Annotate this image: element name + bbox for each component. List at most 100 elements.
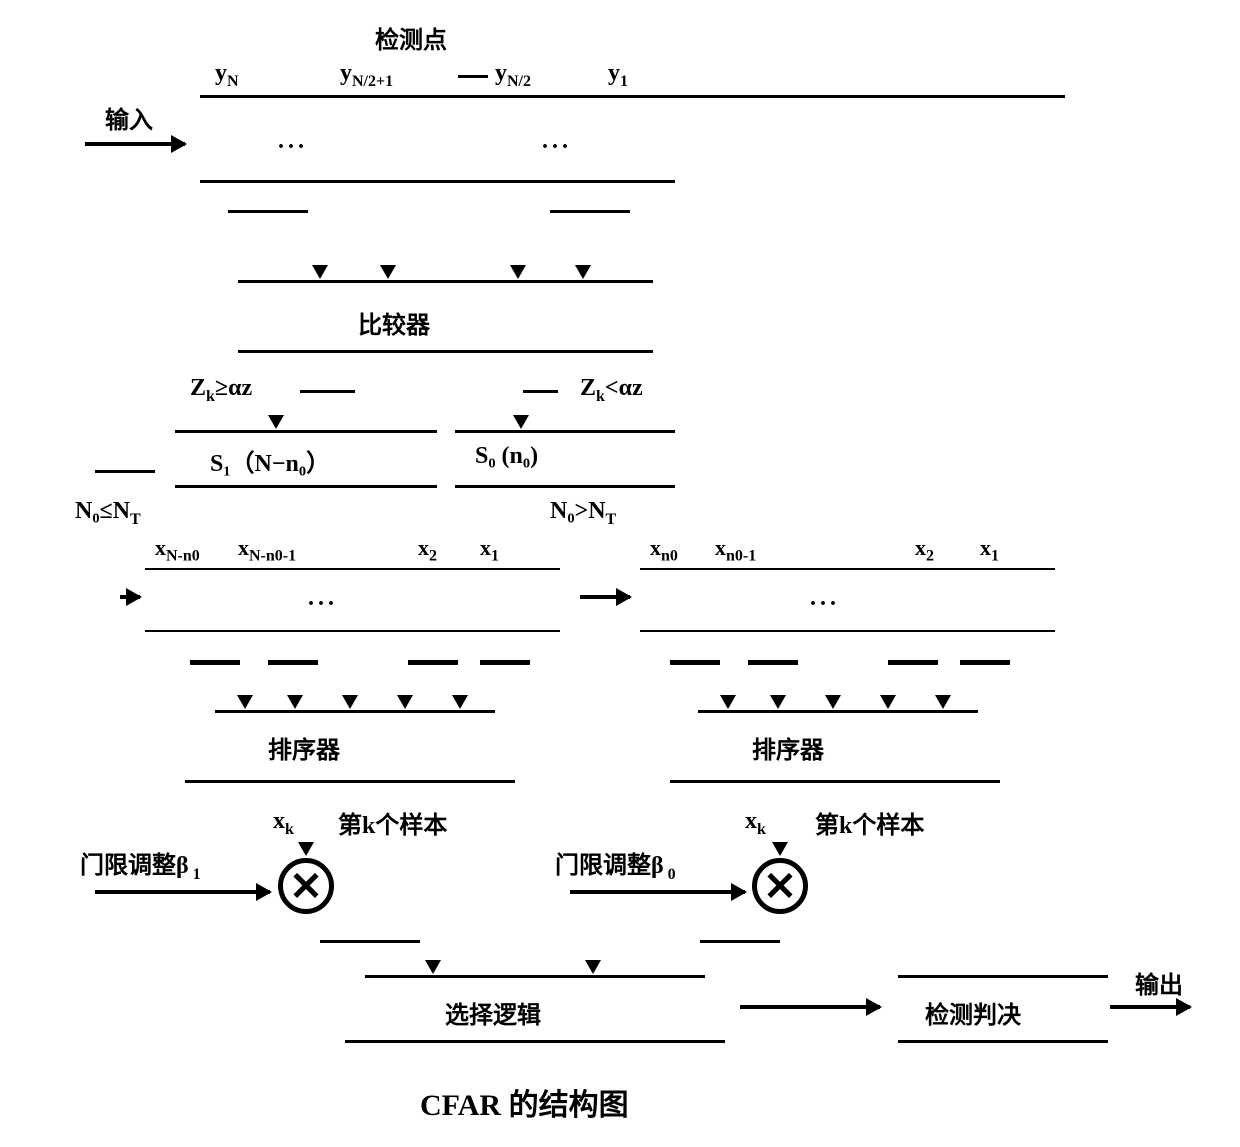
top-reg-right-line bbox=[675, 95, 1065, 98]
input-label: 输入 bbox=[105, 100, 153, 135]
y-1-label: y1 bbox=[608, 60, 628, 91]
lsa5 bbox=[452, 695, 468, 709]
rsa3 bbox=[825, 695, 841, 709]
cond-left-line bbox=[300, 390, 355, 393]
ld1 bbox=[190, 660, 240, 665]
comp-out-left-arrow bbox=[268, 415, 284, 429]
left-reg-bot bbox=[145, 630, 560, 632]
decide-top bbox=[898, 975, 1108, 978]
right-xk: xk bbox=[745, 808, 766, 839]
right-reg-bot bbox=[640, 630, 1055, 632]
left-kth: 第k个样本 bbox=[338, 805, 447, 840]
rd3 bbox=[888, 660, 938, 665]
lsa4 bbox=[397, 695, 413, 709]
lx3: x2 bbox=[418, 535, 437, 565]
lx4: x1 bbox=[480, 535, 499, 565]
lx2: xN-n0-1 bbox=[238, 535, 296, 565]
y-n2-underline bbox=[458, 75, 488, 78]
y-n2p1-label: yN/2+1 bbox=[340, 60, 393, 91]
top-reg-bot-line bbox=[200, 180, 675, 183]
right-reg-in-arrow bbox=[580, 595, 630, 599]
rx3: x2 bbox=[915, 535, 934, 565]
cond-right: Zk<αz bbox=[580, 375, 643, 406]
branch-left-cond: N₀≤NT bbox=[75, 498, 141, 529]
dash-top-1 bbox=[228, 210, 308, 213]
left-sorter-top bbox=[215, 710, 495, 713]
comp-out-right-arrow bbox=[513, 415, 529, 429]
left-sorter-bot bbox=[185, 780, 515, 783]
decide-label: 检测判决 bbox=[925, 995, 1021, 1030]
s0-label: S₀ (n₀) bbox=[475, 443, 538, 470]
s1-label: S₁（N−n₀） bbox=[210, 443, 330, 478]
output-arrow bbox=[1110, 1005, 1190, 1009]
s0-bot bbox=[455, 485, 675, 488]
s0-top bbox=[455, 430, 675, 433]
thresh-left-arrow bbox=[95, 890, 270, 894]
rd1 bbox=[670, 660, 720, 665]
y-n2-label: yN/2 bbox=[495, 60, 531, 91]
left-mult-in-arrow bbox=[298, 842, 314, 856]
cond-right-line bbox=[523, 390, 558, 393]
decide-bot bbox=[898, 1040, 1108, 1043]
comp-arrow-4 bbox=[575, 265, 591, 279]
right-sorter-label: 排序器 bbox=[752, 730, 824, 765]
thresh-right-label: 门限调整β0 bbox=[555, 845, 676, 884]
title-detection-point: 检测点 bbox=[375, 20, 447, 55]
s1-top bbox=[175, 430, 437, 433]
output-label: 输出 bbox=[1135, 965, 1183, 1000]
rx4: x1 bbox=[980, 535, 999, 565]
lsa2 bbox=[287, 695, 303, 709]
cond-left: Zk≥αz bbox=[190, 375, 252, 406]
right-reg-top bbox=[640, 568, 1055, 570]
select-bot bbox=[345, 1040, 725, 1043]
left-reg-in-arrow bbox=[120, 595, 140, 599]
cfar-diagram: 检测点 yN yN/2+1 yN/2 y1 ... ... 输入 比较器 Zk≥… bbox=[20, 20, 1220, 1120]
thresh-right-arrow bbox=[570, 890, 745, 894]
left-multiplier: ✕ bbox=[278, 858, 334, 914]
rd2 bbox=[748, 660, 798, 665]
s1-bot bbox=[175, 485, 437, 488]
rx1: xn0 bbox=[650, 535, 678, 565]
top-reg-top-line bbox=[200, 95, 675, 98]
right-mult-in-arrow bbox=[772, 842, 788, 856]
comp-arrow-1 bbox=[312, 265, 328, 279]
right-sorter-top bbox=[698, 710, 978, 713]
right-sorter-bot bbox=[670, 780, 1000, 783]
ld4 bbox=[480, 660, 530, 665]
left-sorter-label: 排序器 bbox=[268, 730, 340, 765]
right-mult-out bbox=[700, 940, 780, 943]
branch-left-dash bbox=[95, 470, 155, 473]
ld3 bbox=[408, 660, 458, 665]
comp-arrow-3 bbox=[510, 265, 526, 279]
comp-arrow-2 bbox=[380, 265, 396, 279]
select-in-2 bbox=[585, 960, 601, 974]
input-arrow bbox=[85, 142, 185, 146]
lsa1 bbox=[237, 695, 253, 709]
comp-bot-line bbox=[238, 350, 653, 353]
y-n-label: yN bbox=[215, 60, 239, 91]
select-top bbox=[365, 975, 705, 978]
rsa4 bbox=[880, 695, 896, 709]
dash-top-2 bbox=[550, 210, 630, 213]
left-reg-ellipsis: ... bbox=[308, 585, 338, 612]
right-reg-ellipsis: ... bbox=[810, 585, 840, 612]
select-logic-label: 选择逻辑 bbox=[445, 995, 541, 1030]
ld2 bbox=[268, 660, 318, 665]
left-xk: xk bbox=[273, 808, 294, 839]
rx2: xn0-1 bbox=[715, 535, 756, 565]
branch-right-cond: N₀>NT bbox=[550, 498, 616, 529]
comparator-label: 比较器 bbox=[358, 305, 430, 340]
top-ellipsis-left: ... bbox=[278, 128, 308, 155]
caption: CFAR 的结构图 bbox=[420, 1080, 629, 1124]
top-ellipsis-right: ... bbox=[542, 128, 572, 155]
lsa3 bbox=[342, 695, 358, 709]
rsa1 bbox=[720, 695, 736, 709]
rsa2 bbox=[770, 695, 786, 709]
rd4 bbox=[960, 660, 1010, 665]
right-kth: 第k个样本 bbox=[815, 805, 924, 840]
left-mult-out bbox=[320, 940, 420, 943]
left-reg-top bbox=[145, 568, 560, 570]
select-in-1 bbox=[425, 960, 441, 974]
right-multiplier: ✕ bbox=[752, 858, 808, 914]
rsa5 bbox=[935, 695, 951, 709]
